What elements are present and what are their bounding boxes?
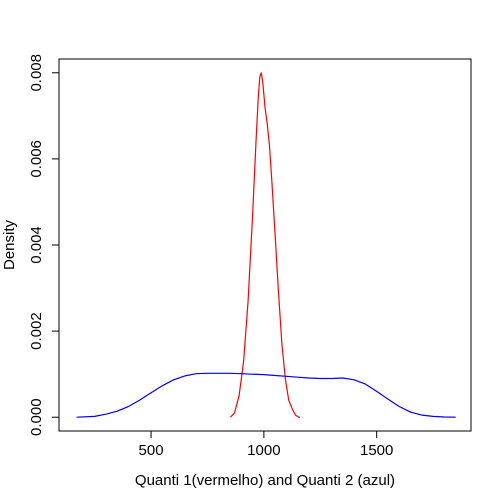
y-axis: 0.000 0.002 0.004 0.006 0.008 <box>28 54 60 436</box>
density-curve-2 <box>76 372 456 418</box>
x-axis: 500 1000 1500 <box>139 430 393 459</box>
y-tick-label: 0.006 <box>28 140 45 178</box>
x-axis-label: Quanti 1(vermelho) and Quanti 2 (azul) <box>135 472 395 489</box>
y-tick-label: 0.008 <box>28 54 45 92</box>
x-tick-label: 1000 <box>247 442 280 459</box>
y-axis-label: Density <box>1 219 18 270</box>
x-tick-label: 1500 <box>360 442 393 459</box>
x-tick-label: 500 <box>139 442 164 459</box>
series-group <box>76 72 456 418</box>
y-tick-label: 0.002 <box>28 312 45 350</box>
y-tick-label: 0.004 <box>28 226 45 264</box>
density-curve-1 <box>230 72 300 418</box>
y-tick-label: 0.000 <box>28 398 45 436</box>
